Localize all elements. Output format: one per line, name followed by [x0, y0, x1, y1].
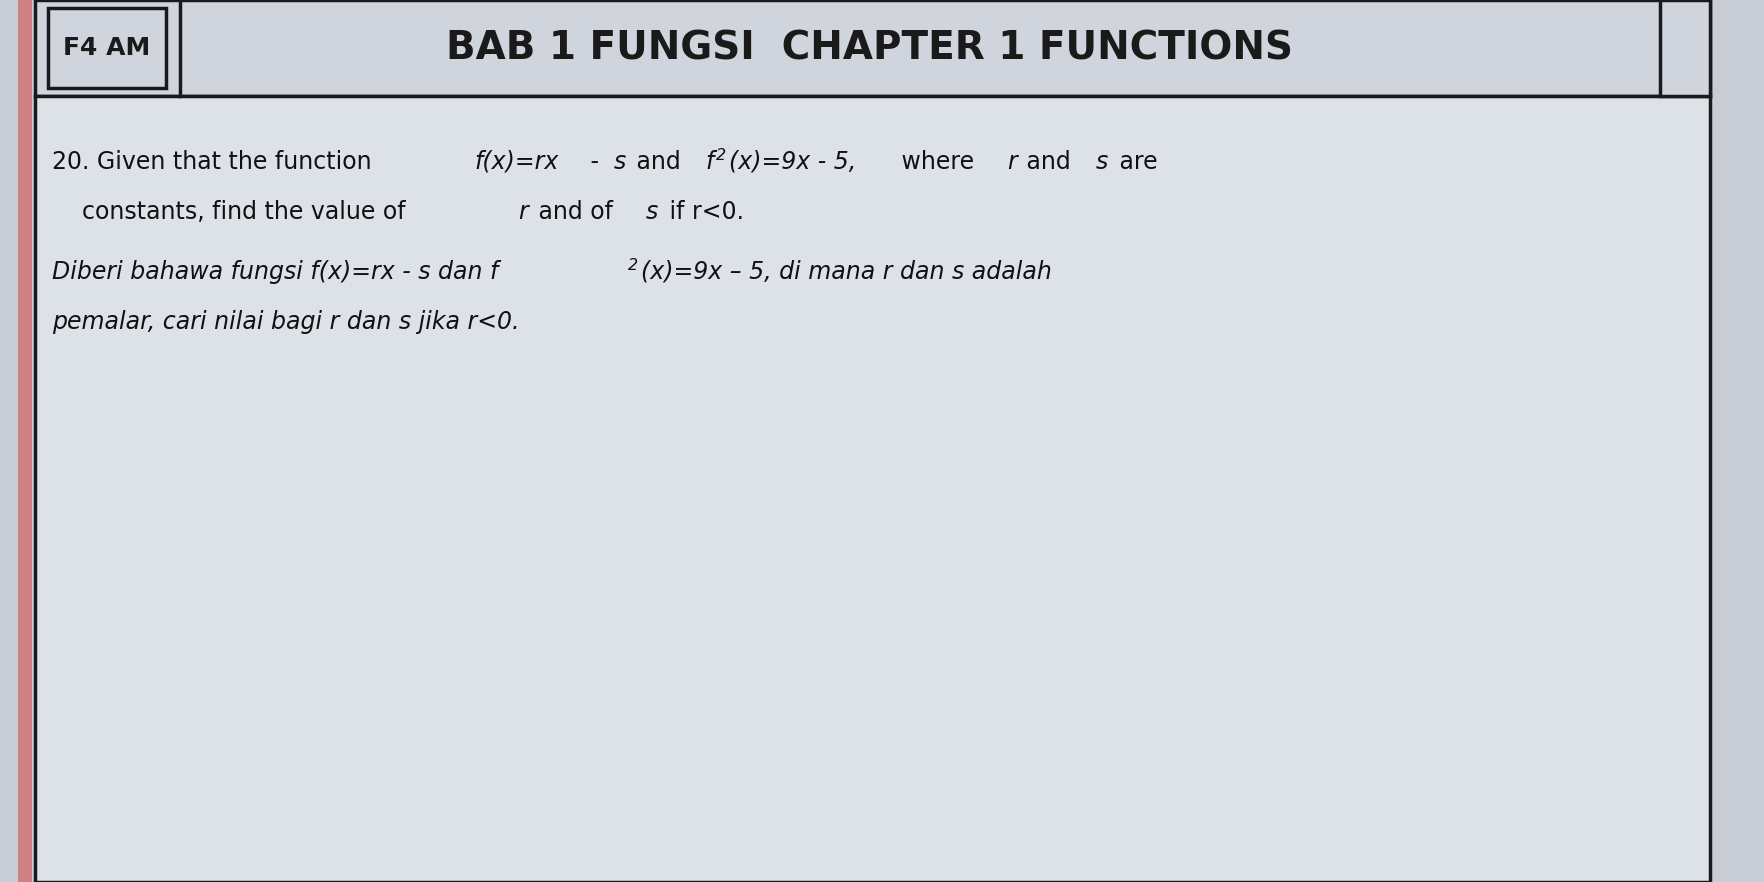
Text: s: s: [646, 200, 658, 224]
Bar: [35, 0, 1709, 96]
Bar: [48, 8, 166, 88]
Text: where: where: [893, 150, 981, 174]
Text: F4 AM: F4 AM: [64, 36, 150, 60]
Text: s: s: [1095, 150, 1108, 174]
Text: if r<0.: if r<0.: [662, 200, 743, 224]
Text: and: and: [1018, 150, 1078, 174]
Text: 20. Given that the function: 20. Given that the function: [51, 150, 379, 174]
Bar: [1660, 0, 1709, 96]
Text: 2: 2: [628, 258, 639, 273]
Text: (x)=9x - 5,: (x)=9x - 5,: [729, 150, 856, 174]
Text: f: f: [706, 150, 713, 174]
Text: pemalar, cari nilai bagi r dan s jika r<0.: pemalar, cari nilai bagi r dan s jika r<…: [51, 310, 519, 334]
Text: s: s: [612, 150, 624, 174]
Text: and: and: [628, 150, 688, 174]
Text: -: -: [582, 150, 607, 174]
Text: are: are: [1111, 150, 1157, 174]
Text: BAB 1 FUNGSI  CHAPTER 1 FUNCTIONS: BAB 1 FUNGSI CHAPTER 1 FUNCTIONS: [446, 29, 1293, 67]
Bar: [18, 0, 32, 882]
Bar: [35, 96, 1709, 882]
Text: r: r: [1005, 150, 1016, 174]
Text: and of: and of: [531, 200, 619, 224]
Text: 2: 2: [716, 148, 727, 163]
Text: (x)=9x – 5, di mana r dan s adalah: (x)=9x – 5, di mana r dan s adalah: [640, 260, 1051, 284]
Text: r: r: [517, 200, 527, 224]
Text: f(x)=rx: f(x)=rx: [475, 150, 557, 174]
Text: constants, find the value of: constants, find the value of: [51, 200, 413, 224]
Text: Diberi bahawa fungsi f(x)=rx - s dan f: Diberi bahawa fungsi f(x)=rx - s dan f: [51, 260, 497, 284]
